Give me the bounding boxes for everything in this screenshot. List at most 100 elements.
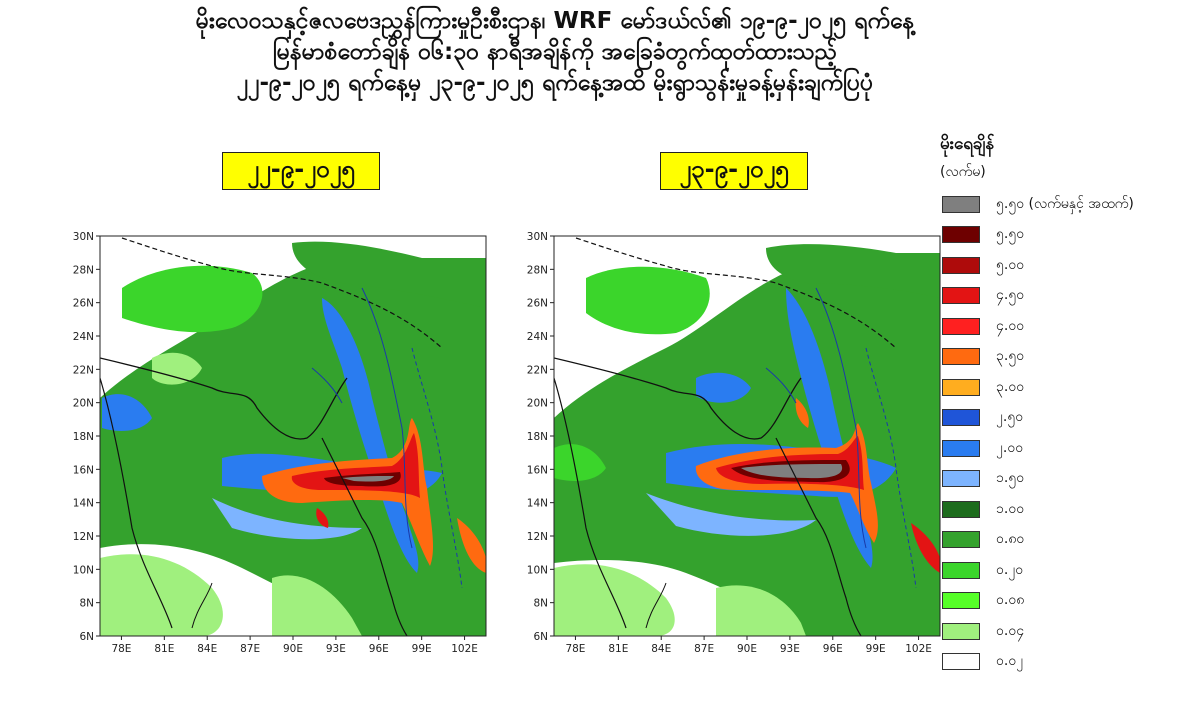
- lat-tick-label: 30N: [527, 231, 548, 243]
- lat-tick-label: 30N: [73, 231, 94, 243]
- chart-title: မိုးလေဝသနှင့်ဇလဗေဒညွှန်ကြားမှုဦးစီးဌာန၊ …: [90, 6, 1020, 99]
- lat-tick-label: 12N: [527, 531, 548, 543]
- legend-label: ၅.၅၀: [996, 226, 1025, 243]
- legend-item: ၀.၀၈: [940, 586, 1200, 617]
- rainfall-field-left: [100, 236, 486, 636]
- legend-label: ၅.၅၀ (လက်မနှင့် အထက်): [996, 195, 1134, 212]
- lon-tick-label: 96E: [823, 643, 843, 655]
- legend-swatch: [942, 409, 980, 427]
- lat-tick-label: 28N: [73, 264, 94, 276]
- legend-item: ၄.၀၀: [940, 311, 1200, 342]
- lon-tick-label: 93E: [326, 643, 346, 655]
- legend-label: ၂.၅၀: [996, 409, 1024, 426]
- lat-tick-label: 18N: [527, 431, 548, 443]
- lat-tick-label: 8N: [533, 598, 548, 610]
- legend-item: ၀.၀၄: [940, 616, 1200, 647]
- rainfall-map-left: 30N 28N 26N 24N 22N 20N 18N 16N 14N 12N 10N 8N 6N 78…: [62, 228, 492, 658]
- lon-axis-right: 78E 81E 84E 87E 90E 93E 96E 99E 102E: [565, 636, 932, 655]
- lat-tick-label: 14N: [527, 498, 548, 510]
- lon-tick-label: 81E: [154, 643, 174, 655]
- legend-item: ၄.၅၀: [940, 281, 1200, 312]
- legend-item: ၀.၈၀: [940, 525, 1200, 556]
- lon-tick-label: 96E: [369, 643, 389, 655]
- legend-swatch: [942, 378, 980, 396]
- lat-tick-label: 10N: [527, 564, 548, 576]
- lat-tick-label: 22N: [73, 364, 94, 376]
- legend-swatch: [942, 226, 980, 244]
- lon-tick-label: 90E: [737, 643, 757, 655]
- legend-label: ၀.၀၂: [996, 653, 1024, 670]
- lat-axis-left: 30N 28N 26N 24N 22N 20N 18N 16N 14N 12N 10N 8N 6N: [73, 231, 100, 643]
- lat-axis-right: 30N 28N 26N 24N 22N 20N 18N 16N 14N 12N 10N 8N 6N: [527, 231, 554, 643]
- lon-tick-label: 102E: [905, 643, 932, 655]
- lat-tick-label: 16N: [73, 464, 94, 476]
- lat-tick-label: 14N: [73, 498, 94, 510]
- lon-tick-label: 84E: [197, 643, 217, 655]
- lon-tick-label: 87E: [240, 643, 260, 655]
- lat-tick-label: 28N: [527, 264, 548, 276]
- rainfall-map-left-svg: 30N 28N 26N 24N 22N 20N 18N 16N 14N 12N 10N 8N 6N 78…: [73, 231, 487, 655]
- title-line-2: မြန်မာစံတော်ချိန် ၀၆:၃၀ နာရီအချိန်ကို အခ…: [272, 39, 838, 65]
- legend-swatch: [942, 470, 980, 488]
- legend-item: ၀.၀၂: [940, 647, 1200, 678]
- lon-tick-label: 84E: [651, 643, 671, 655]
- legend-label: ၄.၅၀: [996, 287, 1025, 304]
- legend-swatch: [942, 531, 980, 549]
- legend-label: ၅.၀၀: [996, 256, 1025, 273]
- legend-swatch: [942, 439, 980, 457]
- lat-tick-label: 6N: [79, 631, 94, 643]
- legend-label: ၃.၅၀: [996, 348, 1025, 365]
- lon-tick-label: 99E: [866, 643, 886, 655]
- legend-item: ၂.၅၀: [940, 403, 1200, 434]
- legend-item: ၅.၅၀: [940, 220, 1200, 251]
- date-label-right: ၂၃-၉-၂၀၂၅: [660, 152, 808, 190]
- title-line-3: ၂၂-၉-၂၀၂၅ ရက်နေ့မှ ၂၃-၉-၂၀၂၅ ရက်နေ့အထိ မ…: [236, 70, 874, 96]
- legend-label: ၁.၀၀: [996, 500, 1025, 517]
- rainfall-map-right: 30N 28N 26N 24N 22N 20N 18N 16N 14N 12N 10N 8N 6N 78…: [516, 228, 946, 658]
- legend-title: မိုးရေချိန်: [940, 134, 995, 154]
- lat-tick-label: 26N: [73, 298, 94, 310]
- lon-tick-label: 102E: [451, 643, 478, 655]
- legend-item: ၃.၅၀: [940, 342, 1200, 373]
- lat-tick-label: 24N: [527, 331, 548, 343]
- legend-label: ၁.၅၀: [996, 470, 1025, 487]
- rainfall-map-right-svg: 30N 28N 26N 24N 22N 20N 18N 16N 14N 12N 10N 8N 6N 78…: [527, 231, 941, 655]
- lon-tick-label: 90E: [283, 643, 303, 655]
- title-line-1: မိုးလေဝသနှင့်ဇလဗေဒညွှန်ကြားမှုဦးစီးဌာန၊ …: [195, 8, 915, 34]
- legend-items: ၅.၅၀ (လက်မနှင့် အထက်) ၅.၅၀၅.၀၀၄.၅၀၄.၀၀၃.၅…: [940, 189, 1200, 677]
- lon-axis-left: 78E 81E 84E 87E 90E 93E 96E 99E 102E: [111, 636, 478, 655]
- lon-tick-label: 99E: [412, 643, 432, 655]
- legend-label: ၀.၂၀: [996, 561, 1024, 578]
- lat-tick-label: 8N: [79, 598, 94, 610]
- lat-tick-label: 20N: [527, 398, 548, 410]
- lon-tick-label: 87E: [694, 643, 714, 655]
- lat-tick-label: 6N: [533, 631, 548, 643]
- legend-item: ၁.၅၀: [940, 464, 1200, 495]
- rainfall-field-right: [554, 236, 940, 636]
- rainfall-legend: မိုးရေချိန် (လက်မ) ၅.၅၀ (လက်မနှင့် အထက်)…: [940, 132, 1200, 677]
- lat-tick-label: 26N: [527, 298, 548, 310]
- legend-label: ၃.၀၀: [996, 378, 1025, 395]
- lon-tick-label: 93E: [780, 643, 800, 655]
- legend-swatch: [942, 561, 980, 579]
- legend-swatch: [942, 653, 980, 671]
- lat-tick-label: 16N: [527, 464, 548, 476]
- legend-item: ၃.၀၀: [940, 372, 1200, 403]
- legend-label: ၂.၀၀: [996, 439, 1024, 456]
- legend-swatch: [942, 317, 980, 335]
- lat-tick-label: 18N: [73, 431, 94, 443]
- legend-swatch: [942, 500, 980, 518]
- map-borders-left: [100, 237, 463, 636]
- lon-tick-label: 81E: [608, 643, 628, 655]
- lat-tick-label: 20N: [73, 398, 94, 410]
- lon-tick-label: 78E: [111, 643, 131, 655]
- legend-swatch: [942, 195, 980, 213]
- lon-tick-label: 78E: [565, 643, 585, 655]
- legend-unit: (လက်မ): [940, 164, 986, 180]
- lat-tick-label: 10N: [73, 564, 94, 576]
- legend-label: ၀.၀၈: [996, 592, 1025, 609]
- legend-item: ၀.၂၀: [940, 555, 1200, 586]
- legend-swatch: [942, 348, 980, 366]
- legend-label: ၀.၀၄: [996, 622, 1025, 639]
- legend-label: ၄.၀၀: [996, 317, 1025, 334]
